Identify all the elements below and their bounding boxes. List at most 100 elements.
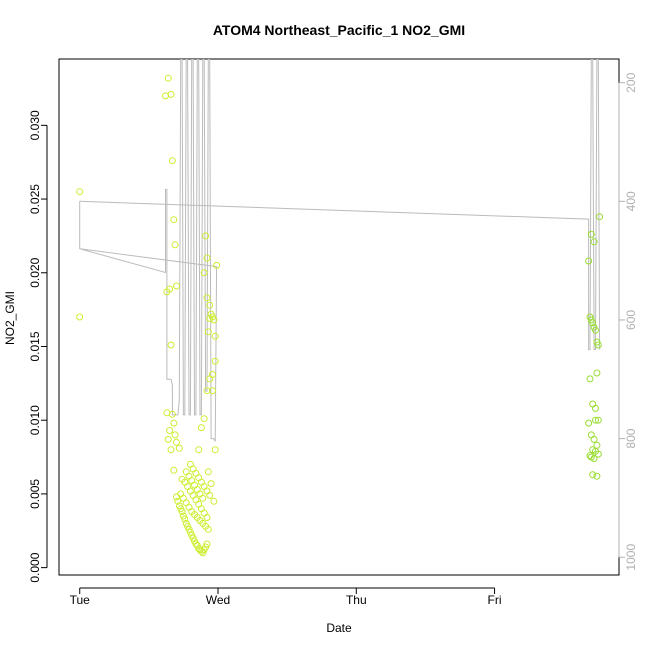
- data-point: [167, 90, 175, 98]
- data-point: [204, 525, 212, 533]
- data-point: [203, 254, 211, 262]
- data-point: [590, 435, 598, 443]
- data-point: [195, 500, 203, 508]
- data-point: [164, 74, 172, 82]
- data-point: [586, 375, 594, 383]
- data-point: [206, 301, 214, 309]
- data-point: [200, 483, 208, 490]
- data-point: [170, 466, 178, 474]
- data-point: [185, 503, 193, 511]
- data-point: [585, 419, 593, 427]
- data-point: [188, 477, 196, 485]
- data-point: [171, 431, 179, 439]
- data-point: [203, 487, 211, 495]
- data-point: [206, 375, 214, 383]
- data-point: [204, 328, 212, 336]
- data-point: [175, 444, 183, 452]
- data-point: [185, 472, 193, 480]
- data-point: [182, 468, 190, 476]
- data-point: [168, 157, 176, 165]
- data-point: [206, 491, 214, 499]
- data-point: [213, 261, 221, 269]
- data-point: [182, 499, 190, 507]
- data-point: [173, 438, 180, 446]
- y-tick-label: 0.010: [28, 405, 42, 435]
- data-point: [189, 465, 197, 473]
- y-tick-label: 0.000: [28, 552, 42, 582]
- data-point: [202, 232, 210, 240]
- right-tick-label: 400: [624, 191, 638, 211]
- data-point: [177, 490, 185, 498]
- data-point: [186, 487, 194, 495]
- data-point: [594, 450, 602, 458]
- x-tick-label: Fri: [488, 593, 502, 607]
- data-point: [592, 404, 599, 412]
- data-point: [209, 387, 216, 395]
- data-point: [192, 469, 200, 477]
- data-point: [207, 480, 215, 488]
- right-tick-label: 1000: [624, 544, 638, 571]
- data-point: [204, 468, 212, 476]
- data-point: [174, 497, 182, 505]
- y-tick-label: 0.015: [28, 331, 42, 361]
- data-point: [211, 357, 219, 365]
- data-point: [589, 400, 597, 408]
- right-tick-label: 800: [624, 428, 638, 448]
- data-point: [196, 490, 204, 498]
- x-axis-label: Date: [326, 621, 352, 635]
- y-tick-label: 0.020: [28, 257, 42, 287]
- data-point: [592, 416, 599, 424]
- data-point: [173, 282, 180, 290]
- data-point: [184, 483, 192, 490]
- x-axis: Tue Wed Thu Fri: [70, 587, 502, 607]
- data-point: [197, 505, 205, 513]
- y-axis: 0.000 0.005 0.010 0.015 0.020 0.025 0.030: [28, 110, 48, 583]
- data-point: [171, 241, 179, 249]
- data-point: [166, 285, 174, 293]
- data-point: [596, 213, 604, 221]
- pressure-line-2: [79, 59, 218, 442]
- data-point: [210, 316, 218, 324]
- y-tick-label: 0.025: [28, 184, 42, 214]
- data-point: [587, 230, 595, 238]
- y-tick-label: 0.030: [28, 110, 42, 140]
- data-point: [589, 471, 597, 479]
- data-point: [593, 369, 601, 377]
- data-point: [191, 481, 198, 489]
- data-point: [203, 514, 211, 521]
- data-point: [178, 508, 186, 516]
- pressure-line-3: [79, 59, 601, 351]
- plot-frame: [58, 58, 620, 576]
- data-point: [76, 313, 84, 321]
- data-point: [593, 472, 601, 480]
- right-axis: 200 400 600 800 1000: [618, 72, 638, 571]
- data-point: [167, 341, 175, 349]
- x-tick-label: Wed: [206, 593, 230, 607]
- pressure-lines: [79, 59, 601, 442]
- data-point: [179, 494, 187, 502]
- data-point: [590, 238, 598, 246]
- data-point: [587, 431, 595, 439]
- data-point: [200, 509, 208, 517]
- data-point: [592, 326, 599, 334]
- data-point: [195, 446, 203, 454]
- data-point: [76, 188, 84, 196]
- data-point: [594, 416, 602, 424]
- y-axis-label: NO2_GMI: [3, 291, 17, 345]
- data-point: [589, 319, 597, 327]
- data-point: [585, 257, 593, 265]
- data-point: [209, 371, 216, 378]
- y-tick-label: 0.005: [28, 479, 42, 509]
- data-point: [197, 424, 205, 432]
- data-point: [590, 455, 598, 462]
- data-points: [76, 74, 604, 557]
- x-tick-label: Thu: [346, 593, 367, 607]
- data-point: [170, 419, 178, 427]
- data-point: [189, 491, 197, 499]
- data-point: [197, 478, 205, 486]
- right-tick-label: 200: [624, 72, 638, 92]
- data-point: [195, 474, 203, 482]
- data-point: [164, 435, 172, 443]
- chart-title: ATOM4 Northeast_Pacific_1 NO2_GMI: [213, 22, 465, 38]
